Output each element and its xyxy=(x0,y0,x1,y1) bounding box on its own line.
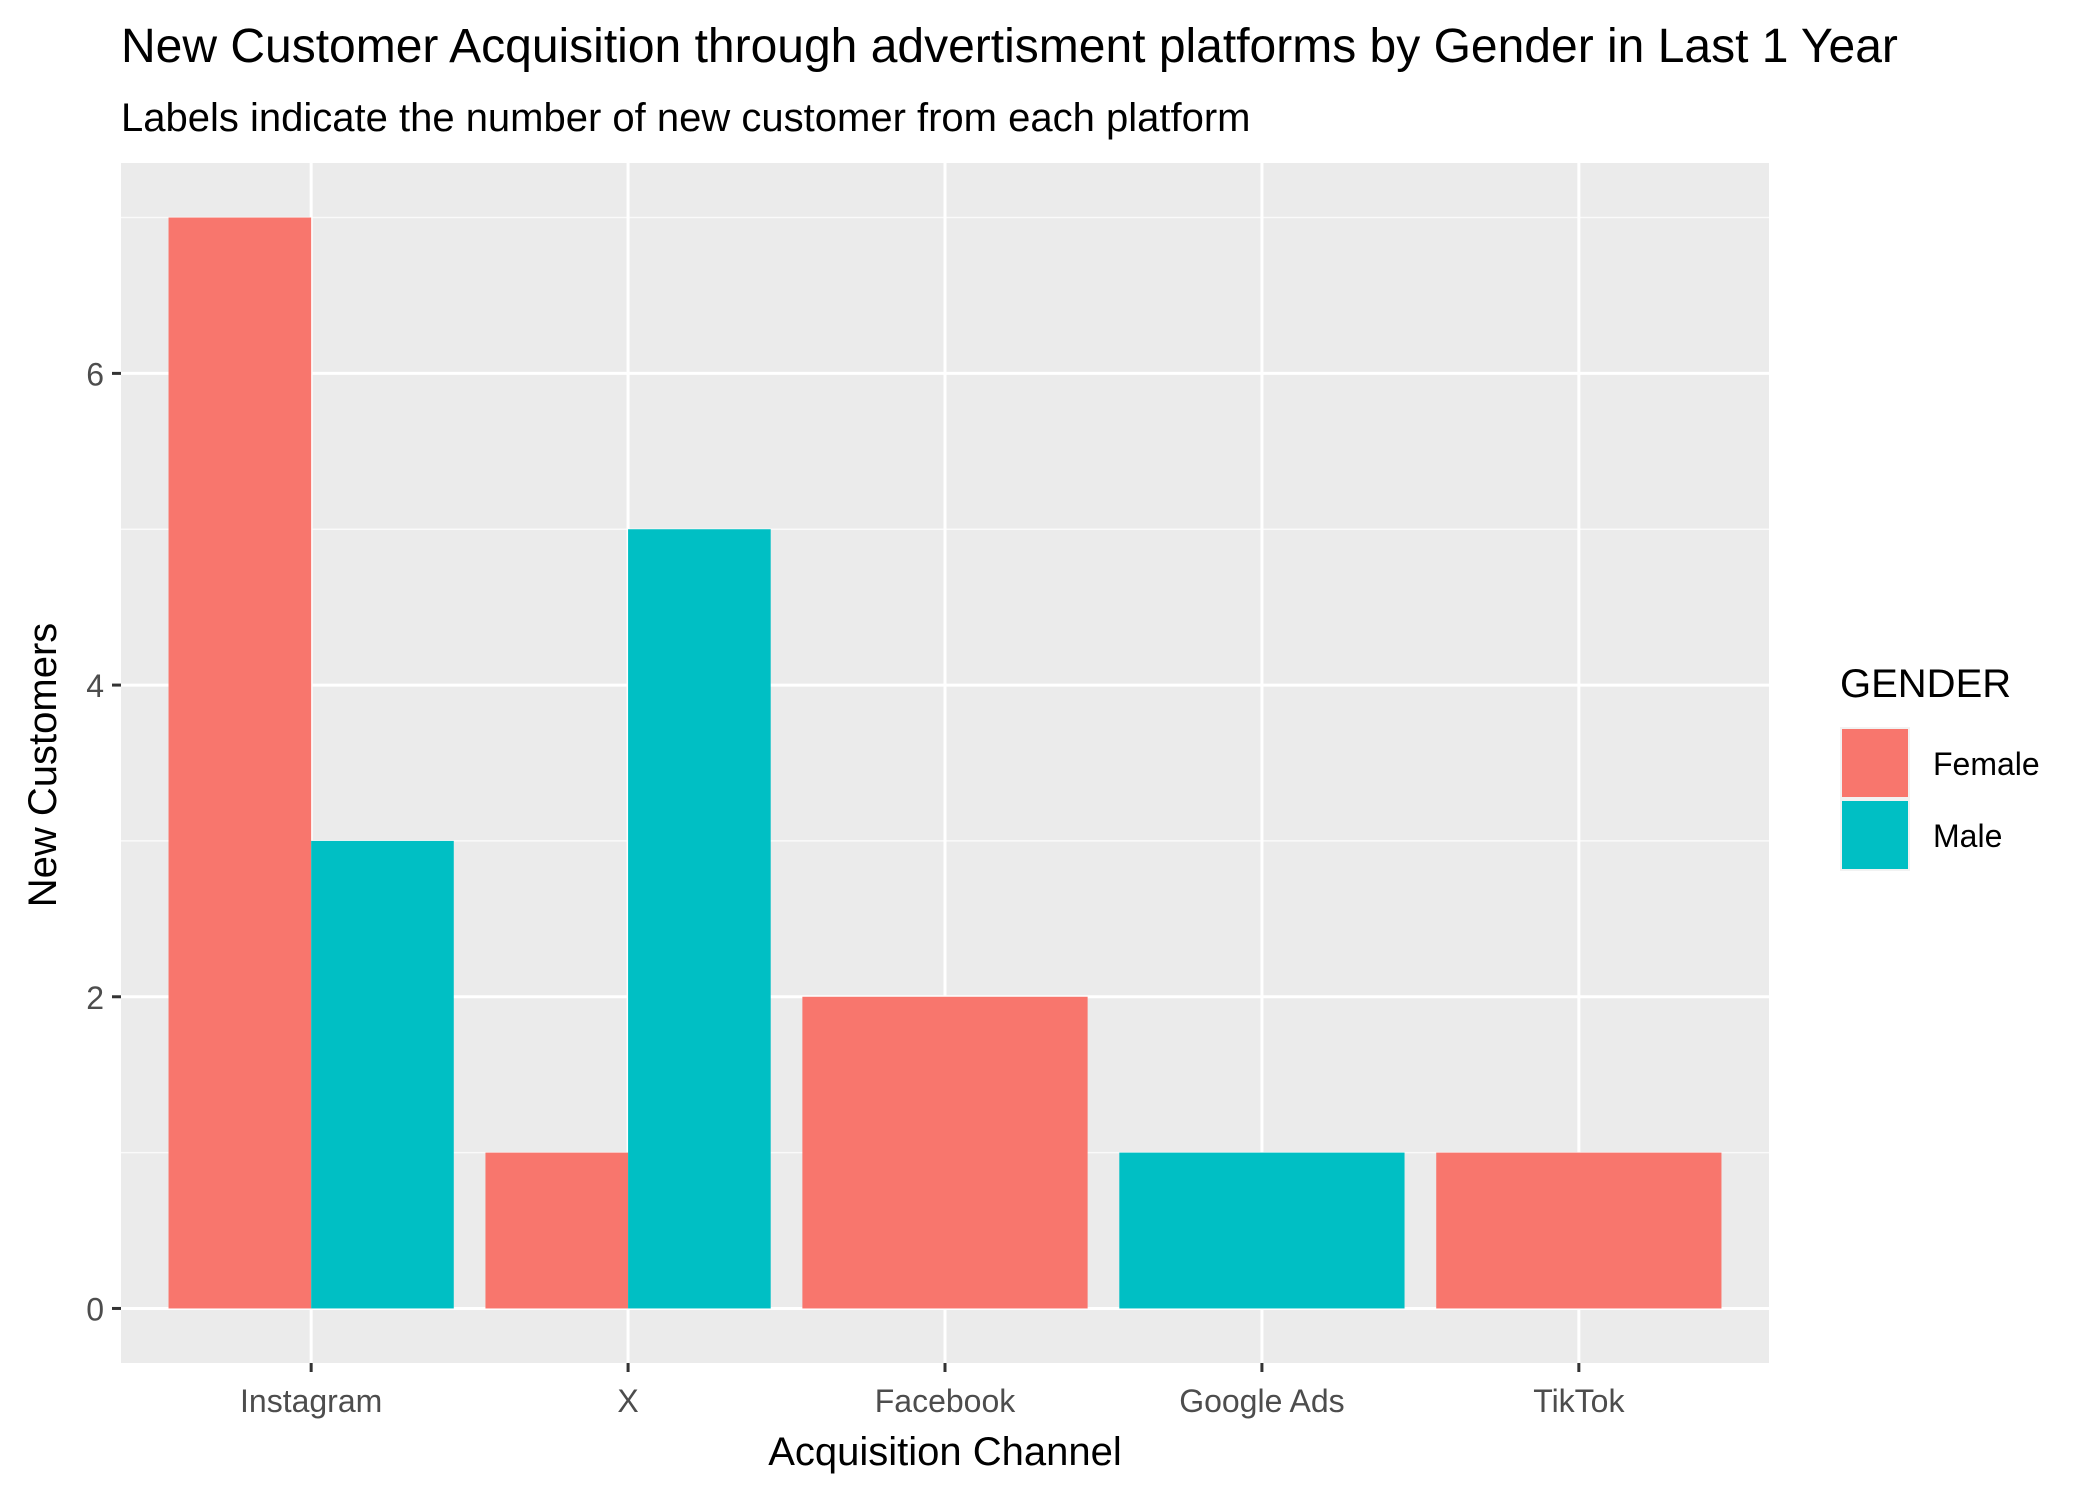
y-tick-label: 2 xyxy=(86,980,104,1016)
y-tick-label: 0 xyxy=(86,1291,104,1327)
bar-male-google-ads xyxy=(1119,1152,1405,1309)
x-tick-label: Facebook xyxy=(875,1383,1017,1419)
y-axis-label: New Customers xyxy=(21,623,65,908)
legend-title: GENDER xyxy=(1840,662,2011,706)
x-tick-label: Instagram xyxy=(240,1383,382,1419)
legend-swatch-female xyxy=(1842,729,1908,797)
x-tick-label: X xyxy=(617,1383,638,1419)
chart-title: New Customer Acquisition through adverti… xyxy=(121,20,1898,73)
y-tick-label: 4 xyxy=(86,668,104,704)
legend-label-female: Female xyxy=(1933,746,2040,782)
x-axis: Instagram X Facebook Google Ads TikTok xyxy=(240,1363,1625,1419)
legend-label-male: Male xyxy=(1933,818,2002,854)
bar-female-tiktok xyxy=(1436,1152,1722,1309)
bar-male-instagram xyxy=(311,840,454,1309)
chart-subtitle: Labels indicate the number of new custom… xyxy=(121,96,1250,140)
bar-female-instagram xyxy=(168,217,312,1309)
x-tick-label: Google Ads xyxy=(1179,1383,1344,1419)
y-axis: 0 2 4 6 xyxy=(86,356,121,1327)
x-axis-label: Acquisition Channel xyxy=(768,1430,1122,1474)
y-tick-label: 6 xyxy=(86,356,104,392)
legend-swatch-male xyxy=(1842,801,1908,869)
x-tick-label: TikTok xyxy=(1533,1383,1625,1419)
bar-male-x xyxy=(628,529,771,1309)
legend: GENDER Female Male xyxy=(1840,662,2040,871)
bar-female-facebook xyxy=(802,996,1088,1309)
bars xyxy=(168,217,1722,1309)
bar-female-x xyxy=(485,1152,629,1309)
